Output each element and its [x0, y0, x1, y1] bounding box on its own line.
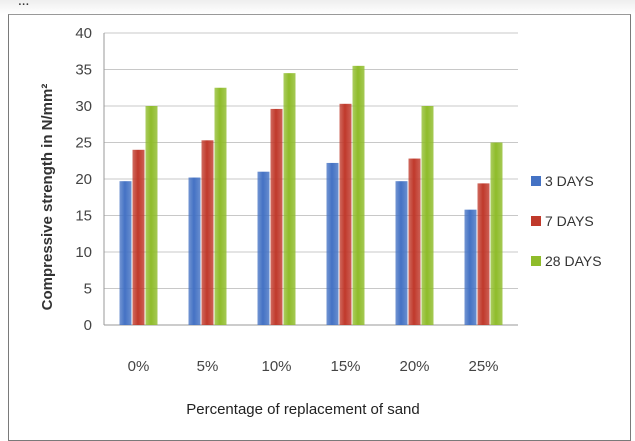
bar-7-days-10pct — [270, 108, 283, 325]
bar-3-days-20pct — [395, 181, 408, 325]
bar-7-days-5pct — [201, 140, 214, 325]
y-tick-labels: 0 5 10 15 20 25 30 35 40 — [75, 25, 92, 334]
bar-3-days-10pct — [257, 171, 270, 325]
x-tick-label: 20% — [399, 358, 429, 375]
legend-swatch-3-days — [531, 176, 541, 186]
legend-swatch-28-days — [531, 256, 541, 266]
y-tick-label: 20 — [75, 171, 92, 188]
x-tick-labels: 0% 5% 10% 15% 20% 25% — [128, 358, 499, 375]
x-axis-label: Percentage of replacement of sand — [186, 401, 419, 418]
y-tick-label: 5 — [84, 281, 92, 298]
x-tick-label: 5% — [197, 358, 219, 375]
bar-7-days-25pct — [477, 183, 490, 325]
bar-7-days-15pct — [339, 103, 352, 325]
bar-28-days-10pct — [283, 73, 296, 326]
y-tick-label: 10 — [75, 244, 92, 261]
bar-28-days-20pct — [421, 106, 434, 325]
legend-label: 28 DAYS — [545, 253, 602, 269]
bar-28-days-0pct — [145, 106, 158, 325]
y-axis-label: Compressive strength in N/mm² — [39, 84, 56, 311]
bar-7-days-20pct — [408, 158, 421, 325]
y-tick-label: 40 — [75, 25, 92, 42]
legend-label: 3 DAYS — [545, 173, 594, 189]
legend-swatch-7-days — [531, 216, 541, 226]
bar-28-days-5pct — [214, 87, 227, 325]
x-tick-label: 25% — [468, 358, 498, 375]
y-tick-label: 25 — [75, 135, 92, 152]
caption-fragment: ... — [18, 0, 30, 9]
legend-label: 7 DAYS — [545, 213, 594, 229]
x-tick-label: 15% — [330, 358, 360, 375]
bar-3-days-15pct — [326, 162, 339, 325]
gridlines — [103, 32, 518, 326]
y-tick-label: 35 — [75, 62, 92, 79]
y-tick-label: 15 — [75, 208, 92, 225]
bar-28-days-25pct — [490, 142, 503, 325]
bar-7-days-0pct — [132, 149, 145, 325]
bar-28-days-15pct — [352, 65, 365, 325]
bar-3-days-5pct — [188, 177, 201, 325]
y-tick-label: 0 — [84, 317, 92, 334]
legend: 3 DAYS 7 DAYS 28 DAYS — [531, 173, 602, 269]
x-tick-label: 0% — [128, 358, 150, 375]
bar-3-days-0pct — [119, 181, 132, 325]
x-tick-label: 10% — [261, 358, 291, 375]
y-tick-label: 30 — [75, 98, 92, 115]
chart-border — [8, 14, 631, 441]
bars — [119, 65, 503, 326]
caption-strip: ... — [0, 0, 635, 14]
bar-3-days-25pct — [464, 209, 477, 325]
